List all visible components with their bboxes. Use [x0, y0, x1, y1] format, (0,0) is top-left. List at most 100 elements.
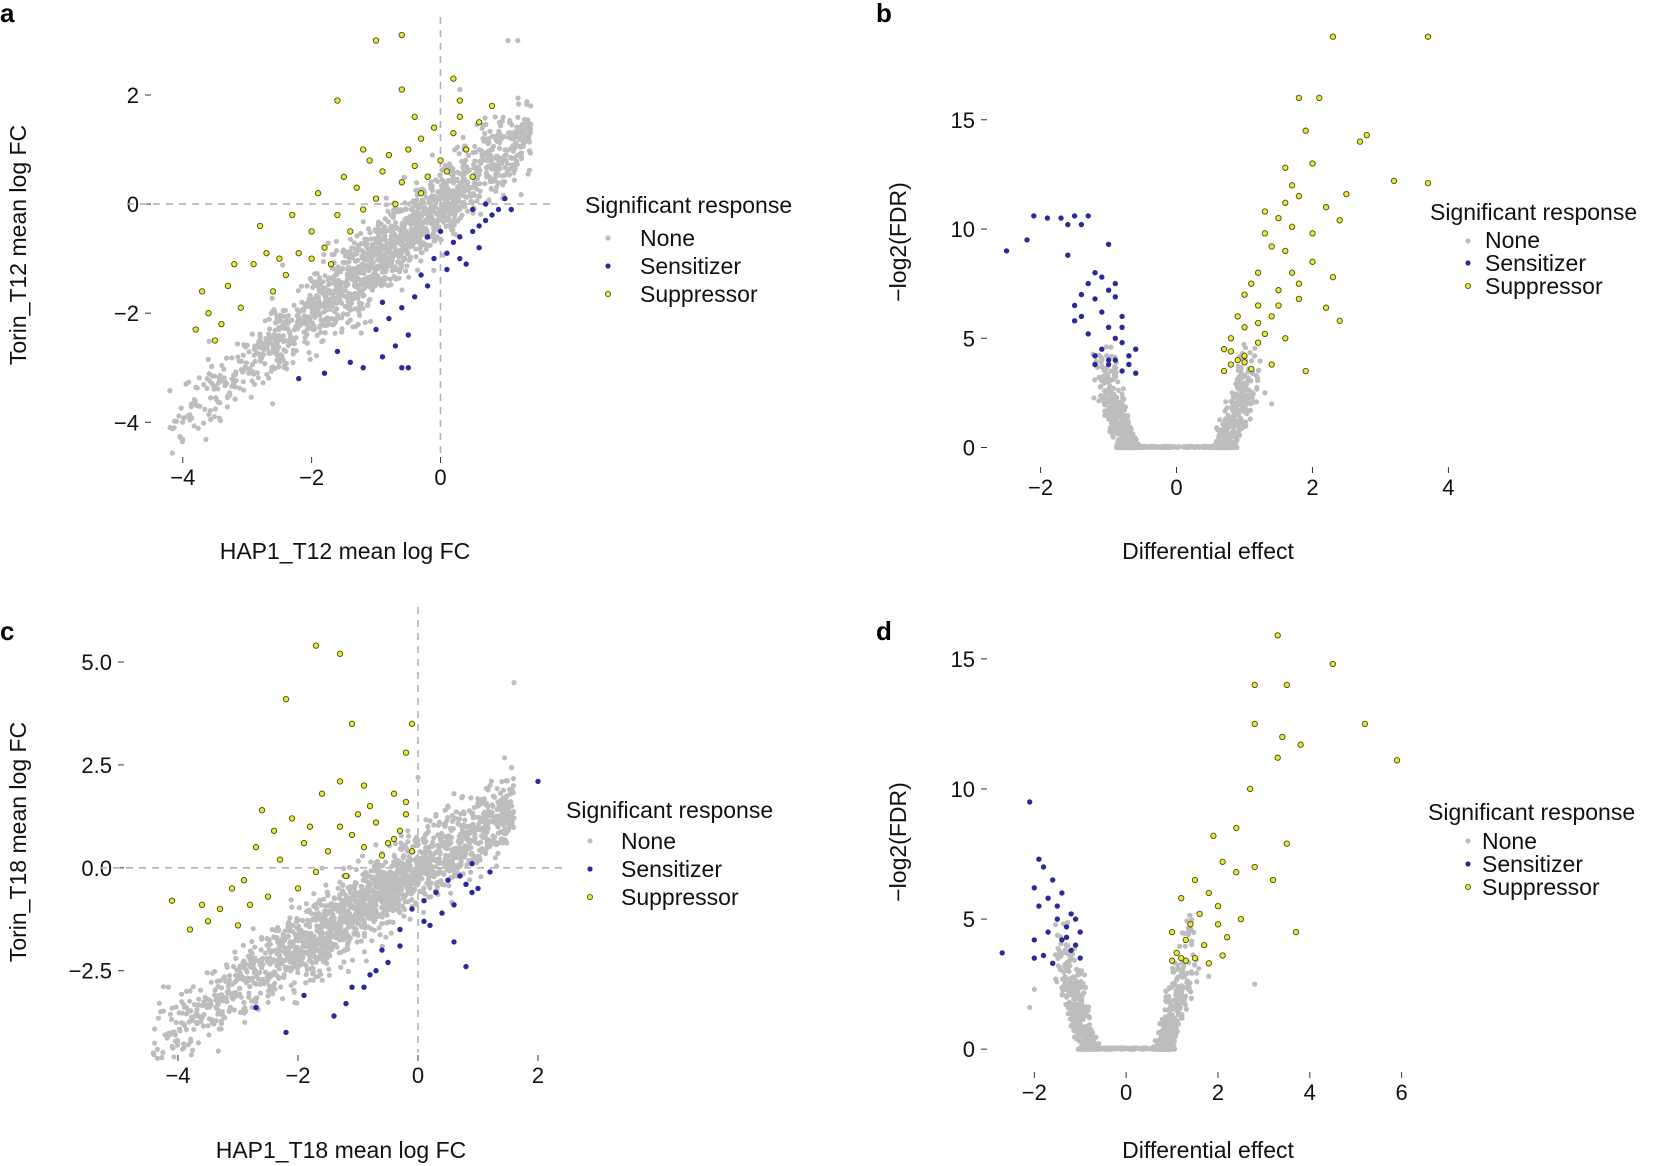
- point-none: [193, 1019, 199, 1025]
- point-none: [377, 862, 383, 868]
- point-suppressor: [336, 823, 344, 830]
- point-none: [482, 810, 488, 816]
- point-none: [291, 980, 297, 986]
- point-none: [233, 989, 239, 996]
- point-sensitizer: [347, 359, 353, 365]
- point-none: [375, 873, 381, 879]
- point-none: [251, 346, 257, 352]
- point-none: [308, 965, 314, 972]
- point-none: [1194, 970, 1200, 976]
- point-none: [1231, 427, 1237, 434]
- point-none: [1166, 1006, 1172, 1013]
- legend-label-sensitizer: Sensitizer: [1485, 250, 1586, 276]
- point-none: [428, 185, 434, 191]
- point-none: [255, 976, 262, 982]
- point-none: [193, 384, 199, 390]
- y-tick-label: 15: [951, 647, 975, 672]
- point-none: [455, 184, 461, 190]
- point-none: [1175, 444, 1181, 450]
- point-none: [368, 278, 374, 284]
- point-none: [462, 843, 468, 849]
- point-none: [459, 795, 465, 801]
- point-none: [396, 259, 402, 266]
- point-none: [267, 941, 273, 947]
- point-none: [509, 803, 515, 809]
- point-none: [215, 1048, 221, 1054]
- point-none: [497, 790, 504, 796]
- legend-label-none: None: [640, 225, 695, 251]
- point-none: [271, 957, 277, 963]
- point-none: [1255, 375, 1261, 382]
- point-none: [383, 859, 389, 865]
- point-none: [496, 803, 502, 809]
- point-none: [367, 249, 373, 256]
- point-none: [462, 204, 468, 210]
- series-none: [167, 37, 534, 456]
- point-none: [160, 984, 166, 990]
- legend-key-sensitizer: [587, 866, 593, 872]
- point-none: [400, 225, 407, 231]
- point-none: [407, 916, 413, 922]
- point-none: [427, 242, 433, 248]
- point-none: [438, 842, 445, 848]
- point-none: [494, 184, 500, 190]
- point-none: [413, 254, 419, 260]
- point-suppressor: [398, 179, 405, 186]
- point-none: [511, 155, 517, 161]
- x-tick-label: 0: [1120, 1080, 1132, 1105]
- point-none: [457, 86, 463, 93]
- point-none: [319, 865, 325, 871]
- point-suppressor: [456, 97, 463, 104]
- point-none: [443, 842, 449, 848]
- point-none: [501, 803, 507, 809]
- point-none: [450, 230, 456, 237]
- point-none: [414, 180, 420, 186]
- point-none: [246, 994, 252, 1000]
- point-none: [331, 266, 337, 272]
- point-none: [400, 861, 406, 868]
- legend-key-none: [587, 838, 593, 844]
- point-none: [1231, 394, 1237, 400]
- point-none: [525, 171, 531, 177]
- point-none: [268, 368, 274, 374]
- point-none: [485, 808, 491, 814]
- point-none: [375, 241, 381, 247]
- point-sensitizer: [1099, 274, 1105, 280]
- point-none: [443, 834, 449, 840]
- point-none: [381, 276, 387, 282]
- point-suppressor: [256, 222, 264, 230]
- point-none: [316, 310, 322, 317]
- point-none: [1177, 943, 1183, 949]
- point-suppressor: [198, 901, 206, 908]
- point-none: [485, 823, 491, 830]
- point-none: [379, 921, 385, 927]
- point-sensitizer: [1003, 248, 1010, 254]
- point-none: [225, 984, 231, 990]
- point-none: [510, 776, 517, 782]
- point-suppressor: [276, 255, 283, 262]
- point-none: [361, 918, 367, 924]
- point-suppressor: [198, 288, 206, 295]
- point-none: [1162, 1007, 1168, 1013]
- point-none: [445, 865, 451, 871]
- point-none: [1238, 380, 1244, 386]
- point-none: [286, 924, 293, 930]
- point-none: [378, 904, 385, 911]
- point-none: [461, 177, 467, 183]
- point-none: [322, 908, 328, 914]
- point-none: [361, 910, 367, 916]
- point-none: [250, 361, 256, 367]
- point-none: [358, 883, 364, 890]
- point-none: [200, 1023, 207, 1029]
- point-none: [1175, 965, 1181, 971]
- point-sensitizer: [470, 228, 476, 235]
- point-none: [155, 1015, 162, 1021]
- y-tick-label: 10: [951, 777, 975, 802]
- point-suppressor: [1424, 33, 1432, 40]
- point-none: [295, 326, 301, 332]
- point-none: [457, 188, 463, 194]
- point-none: [406, 833, 412, 839]
- point-none: [249, 950, 255, 956]
- point-suppressor: [1261, 230, 1269, 237]
